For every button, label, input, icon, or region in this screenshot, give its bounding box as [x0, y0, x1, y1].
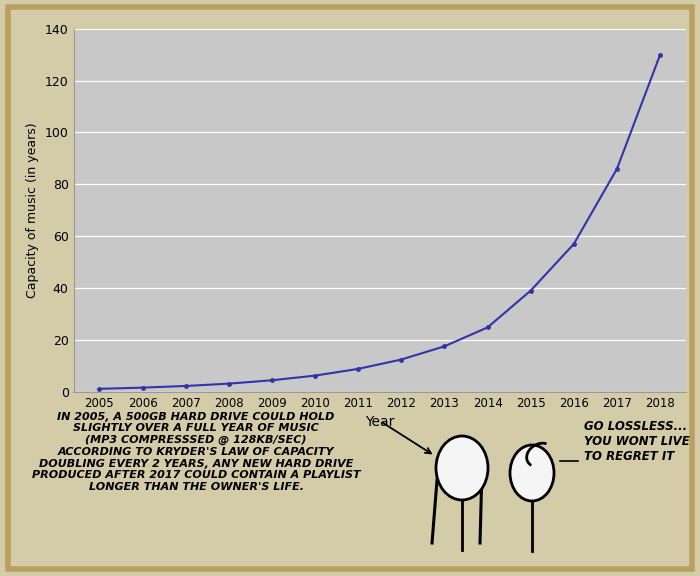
Text: GO LOSSLESS...
YOU WONT LIVE
TO REGRET IT: GO LOSSLESS... YOU WONT LIVE TO REGRET I… [584, 420, 690, 464]
Text: IN 2005, A 500GB HARD DRIVE COULD HOLD
SLIGHTLY OVER A FULL YEAR OF MUSIC
(MP3 C: IN 2005, A 500GB HARD DRIVE COULD HOLD S… [32, 412, 360, 492]
X-axis label: Year: Year [365, 415, 394, 429]
Ellipse shape [436, 436, 488, 500]
Y-axis label: Capacity of music (in years): Capacity of music (in years) [26, 123, 39, 298]
Ellipse shape [510, 445, 554, 501]
